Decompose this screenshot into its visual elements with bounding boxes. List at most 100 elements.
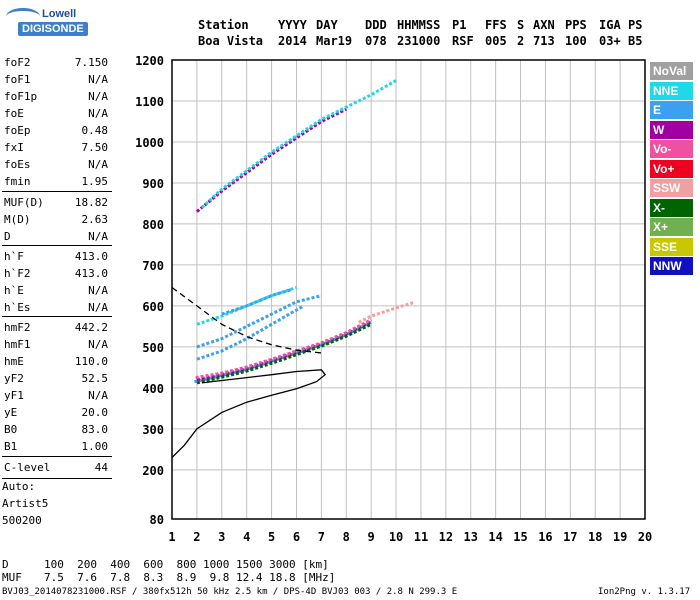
- param-name: yE: [4, 406, 18, 419]
- y-tick-label: 1000: [135, 136, 164, 150]
- param-separator: [2, 191, 112, 192]
- y-tick-label: 800: [142, 218, 164, 232]
- param-row: foEs N/A: [2, 158, 110, 174]
- muf-distance-values: 100 200 400 600 800 1000 1500 3000 [km]: [44, 558, 329, 571]
- param-name: fmin: [4, 175, 31, 188]
- param-row: hmE 110.0: [2, 355, 110, 371]
- series-line-12: [171, 286, 322, 354]
- param-row: hmF2 442.2: [2, 321, 110, 337]
- auto-label: Auto:: [2, 480, 36, 493]
- header-value-axn: 713: [533, 34, 555, 48]
- param-row: h`E N/A: [2, 284, 110, 300]
- auto-code: 500200: [2, 514, 42, 527]
- y-tick-label: 900: [142, 177, 164, 191]
- param-value: 1.95: [81, 175, 109, 188]
- legend-item: Vo+: [650, 159, 693, 178]
- param-value: N/A: [88, 230, 108, 243]
- series-line-11: [171, 369, 326, 458]
- param-row: h`F2 413.0: [2, 267, 110, 283]
- param-row: foEp 0.48: [2, 124, 110, 140]
- param-name: foEs: [4, 158, 31, 171]
- logo-swoosh-icon: [6, 8, 40, 25]
- x-tick-label: 20: [638, 530, 652, 544]
- header-label-axn: AXN: [533, 18, 555, 32]
- x-tick-label: 5: [268, 530, 275, 544]
- chart-marks: [171, 79, 414, 458]
- param-value: 0.48: [81, 124, 109, 137]
- x-tick-label: 7: [318, 530, 325, 544]
- legend-item: NNE: [650, 81, 693, 100]
- param-name: foE: [4, 107, 24, 120]
- header-value-day: Mar19: [316, 34, 353, 48]
- header-label-station: Station: [198, 18, 249, 32]
- header-value-station: Boa Vista: [198, 34, 264, 48]
- x-tick-label: 1: [168, 530, 175, 544]
- param-row: fxI 7.50: [2, 141, 110, 157]
- param-value: 7.150: [74, 56, 108, 69]
- legend-item: X-: [650, 198, 693, 217]
- header-value-s: 2: [517, 34, 525, 48]
- param-row: hmF1 N/A: [2, 338, 110, 354]
- param-row: M(D) 2.63: [2, 213, 110, 229]
- x-tick-label: 12: [439, 530, 453, 544]
- param-value: N/A: [88, 389, 108, 402]
- param-name: foF1: [4, 73, 31, 86]
- logo-text-lowell: Lowell: [42, 8, 77, 20]
- param-row: foF2 7.150: [2, 56, 110, 72]
- param-name: h`Es: [4, 301, 31, 314]
- x-tick-label: 6: [293, 530, 300, 544]
- param-value: N/A: [88, 338, 108, 351]
- legend-item: NoVal: [650, 62, 693, 80]
- header-value-iga: 03+: [599, 34, 621, 48]
- param-value: N/A: [88, 73, 108, 86]
- param-value: 1.00: [81, 440, 109, 453]
- param-value: 413.0: [74, 250, 108, 263]
- muf-label: MUF: [2, 571, 22, 584]
- series-line-3: [195, 318, 372, 380]
- y-tick-label: 700: [142, 259, 164, 273]
- legend-item: NNW: [650, 257, 693, 275]
- y-tick-label: 200: [142, 464, 164, 478]
- x-tick-label: 10: [389, 530, 403, 544]
- header-value-pps: 100: [565, 34, 587, 48]
- legend-item: W: [650, 120, 693, 139]
- param-value: 20.0: [81, 406, 109, 419]
- x-tick-label: 17: [563, 530, 577, 544]
- footer-file-info: BVJ03_2014078231000.RSF / 380fx512h 50 k…: [2, 587, 458, 597]
- x-tick-label: 4: [243, 530, 250, 544]
- header-label-hhmmss: HHMMSS: [397, 18, 441, 32]
- param-name: hmF2: [4, 321, 31, 334]
- param-row: fmin 1.95: [2, 175, 110, 191]
- series-line-5: [196, 304, 305, 361]
- param-name: M(D): [4, 213, 31, 226]
- param-value: 83.0: [81, 423, 109, 436]
- digisonde-logo: Lowell DIGISONDE: [4, 6, 104, 46]
- plot-frame: [171, 59, 646, 520]
- series-line-4: [358, 301, 414, 324]
- header-label-iga: IGA: [599, 18, 621, 32]
- param-separator: [2, 478, 112, 479]
- x-tick-label: 9: [368, 530, 375, 544]
- y-tick-label: 400: [142, 382, 164, 396]
- y-tick-label: 80: [150, 513, 164, 527]
- legend-item: E: [650, 101, 693, 119]
- param-value: N/A: [88, 107, 108, 120]
- param-name: h`F2: [4, 267, 31, 280]
- series-line-0: [194, 320, 372, 384]
- param-value: N/A: [88, 90, 108, 103]
- param-row: foE N/A: [2, 107, 110, 123]
- param-name: hmF1: [4, 338, 31, 351]
- param-value: N/A: [88, 158, 108, 171]
- param-value: 18.82: [74, 196, 108, 209]
- param-name: hmE: [4, 355, 24, 368]
- legend-item: SSW: [650, 179, 693, 197]
- legend-item: X+: [650, 218, 693, 236]
- param-row: B0 83.0: [2, 423, 110, 439]
- legend-item: Vo-: [650, 140, 693, 158]
- x-tick-label: 15: [513, 530, 527, 544]
- header-value-ffs: 005: [485, 34, 507, 48]
- param-row: MUF(D) 18.82: [2, 196, 110, 212]
- param-name: D: [4, 230, 11, 243]
- x-tick-label: 8: [343, 530, 350, 544]
- header-label-ps: PS: [628, 18, 643, 32]
